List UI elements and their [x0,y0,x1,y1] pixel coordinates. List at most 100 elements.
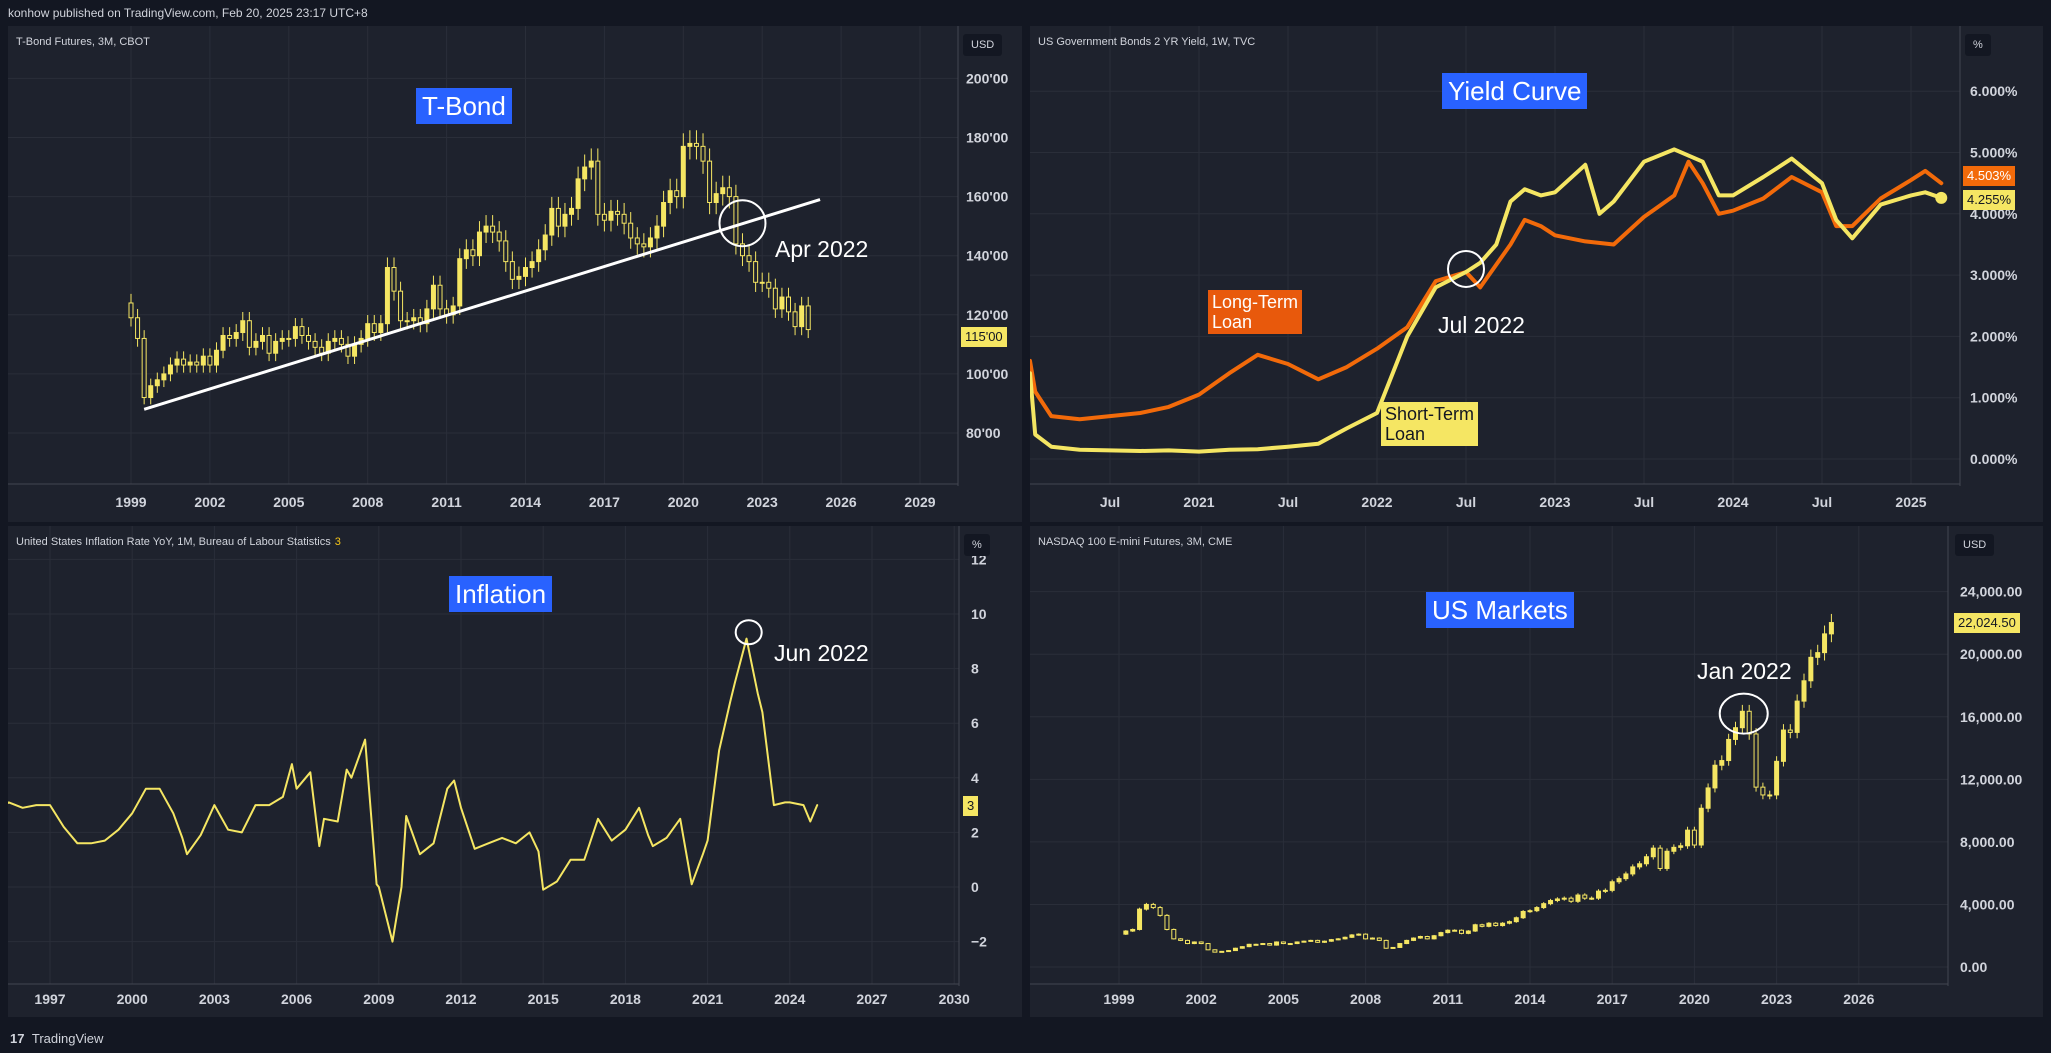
tbond-candle-body [273,340,279,354]
yield-highlight-circle [1447,249,1485,288]
nasdaq-candle-body [1260,943,1266,946]
nasdaq-candle-body [1822,633,1828,654]
nasdaq-candle-body [1137,908,1143,930]
nasdaq-big-title: US Markets [1426,592,1574,628]
yield-x-tick-label: 2025 [1895,494,1926,510]
inflation-title-text: United States Inflation Rate YoY, 1M, Bu… [16,536,331,548]
nasdaq-candle-body [1376,937,1382,941]
inflation-x-tick-label: 2021 [692,991,723,1007]
tbond-candle-body [516,275,522,280]
tbond-candle-body [536,249,542,263]
tbond-candle-body [378,323,384,334]
tbond-candle-body [621,213,627,224]
inflation-x-tick-label: 1997 [34,991,65,1007]
nasdaq-candle-body [1712,764,1718,789]
nasdaq-y-tick-label: 24,000.00 [1960,584,2022,600]
tbond-candle-body [332,337,338,342]
tbond-candle-body [299,326,305,336]
tbond-x-tick-label: 2011 [431,494,462,510]
nasdaq-candle-body [1506,921,1512,924]
tbond-candle-body [792,311,798,328]
tbond-candle-body [628,222,634,239]
inflation-y-tick-label: 4 [971,770,979,786]
nasdaq-candle-body [1698,807,1704,846]
yield-x-tick-label: 2023 [1539,494,1570,510]
tbond-candle-body [279,337,285,342]
tbond-candle-body [772,287,778,310]
yield-unit[interactable]: % [1965,34,1991,56]
nasdaq-candle-body [1828,622,1834,635]
tbond-candle-body [476,231,482,257]
tbond-candle-body [141,337,147,399]
tbond-candle-body [338,337,344,345]
nasdaq-highlight-circle [1718,692,1769,735]
tbond-x-tick-label: 2002 [194,494,225,510]
nasdaq-candle-body [1417,936,1423,939]
tbond-candle-body [128,302,134,319]
tbond-candle-body [345,343,351,357]
inflation-x-tick-label: 2027 [856,991,887,1007]
footer-brand[interactable]: 17 TradingView [0,1025,2051,1053]
tbond-candle-body [700,145,706,162]
tbond-candle-body [674,190,680,198]
nasdaq-candle-body [1554,898,1560,902]
nasdaq-candle-body [1780,729,1786,762]
nasdaq-chart[interactable]: 1999 2002 2005 2008 2011 2014 2017 2020 2023 2026… [1030,526,2043,1017]
tbond-x-tick-label: 2014 [510,494,541,510]
inflation-panel[interactable]: 1997 2000 2003 2006 2009 2012 2015 2018 2021 2024… [8,526,1022,1017]
tbond-candle-body [496,231,502,242]
nasdaq-candle-body [1678,845,1684,848]
nasdaq-x-tick-label: 2017 [1597,991,1628,1007]
tbond-panel-title: T-Bond Futures, 3M, CBOT [16,36,150,48]
tbond-y-tick-label: 120'00 [966,307,1008,323]
tbond-candle-body [680,145,686,198]
inflation-y-tick-label: 6 [971,715,979,731]
nasdaq-last-price: 22,024.50 [1954,613,2020,633]
tbond-candle-body [523,267,528,277]
nasdaq-candle-body [1164,914,1170,930]
nasdaq-candle-body [1178,938,1184,941]
nasdaq-panel[interactable]: 1999 2002 2005 2008 2011 2014 2017 2020 2023 2026… [1030,526,2043,1017]
tbond-candle-body [220,334,226,351]
nasdaq-x-tick-label: 2008 [1350,991,1381,1007]
tbond-candle-body [720,187,726,195]
tbond-panel[interactable]: 1999 2002 2005 2008 2011 2014 2017 2020 2023 2026… [8,26,1022,522]
nasdaq-unit[interactable]: USD [1955,534,1995,556]
tbond-candle-body [463,249,469,260]
nasdaq-candle-body [1198,941,1204,945]
yield-y-tick-label: 3.000% [1970,267,2018,283]
yield-panel-title: US Government Bonds 2 YR Yield, 1W, TVC [1038,36,1256,48]
tbond-candle-body [759,281,765,284]
yield-chart[interactable]: Jul 2021 Jul 2022 Jul 2023 Jul 2024 Jul 2025 0.000… [1030,26,2043,522]
tbond-candle-body [693,142,699,147]
nasdaq-candle-body [1315,939,1321,943]
nasdaq-candle-body [1609,881,1615,891]
nasdaq-candle-body [1445,929,1451,934]
tbond-candle-body [799,305,805,328]
inflation-x-tick-label: 2000 [117,991,148,1007]
inflation-x-tick-label: 2009 [363,991,394,1007]
tbond-candle-body [588,160,594,168]
inflation-y-tick-label: −2 [971,934,987,950]
nasdaq-candle-body [1623,873,1629,880]
inflation-chart[interactable]: 1997 2000 2003 2006 2009 2012 2015 2018 2021 2024… [8,526,1022,1017]
tbond-chart[interactable]: 1999 2002 2005 2008 2011 2014 2017 2020 2023 2026… [8,26,1022,522]
tbond-candle-body [608,210,614,221]
nasdaq-candle-body [1493,922,1499,927]
long-term-yield-line [1030,159,1944,422]
yield-panel[interactable]: Jul 2021 Jul 2022 Jul 2023 Jul 2024 Jul 2025 0.000… [1030,26,2043,522]
nasdaq-candle-body [1143,903,1149,910]
inflation-unit[interactable]: % [964,534,990,556]
tbond-candle-body [167,364,173,375]
short-term-yield-line [1030,147,1944,454]
tbond-candle-body [470,249,476,257]
nasdaq-candle-body [1794,700,1800,733]
yield-x-tick-label: Jul [1812,494,1832,510]
nasdaq-candle-body [1301,940,1307,943]
nasdaq-candle-body [1637,863,1643,868]
tbond-unit[interactable]: USD [963,34,1003,56]
nasdaq-y-tick-label: 4,000.00 [1960,896,2015,912]
yield-y-tick-label: 0.000% [1970,451,2018,467]
tbond-candle-body [786,296,791,313]
tbond-x-tick-label: 2020 [668,494,699,510]
